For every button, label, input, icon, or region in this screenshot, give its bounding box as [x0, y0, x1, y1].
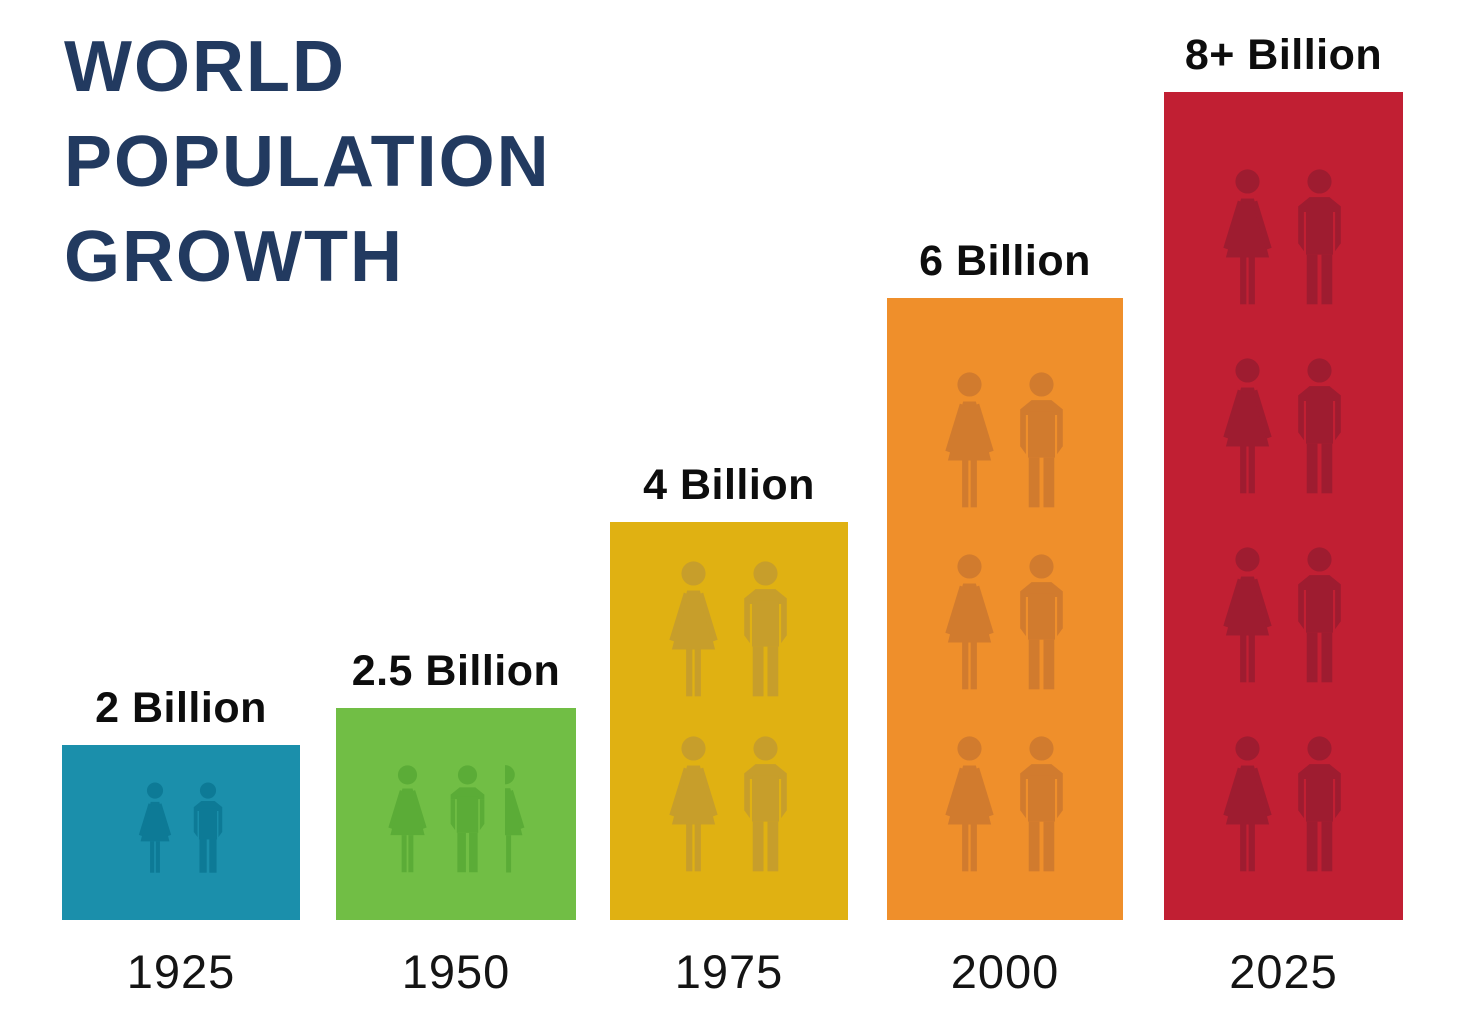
bar-value-label: 2.5 Billion — [351, 647, 561, 695]
man-icon — [1019, 554, 1063, 690]
title-line: WORLD — [64, 27, 346, 107]
woman-half-icon — [504, 765, 524, 873]
person-icon-row — [941, 371, 1070, 513]
bar-year-label: 1925 — [126, 945, 236, 998]
man-icon — [743, 561, 787, 697]
woman-icon — [944, 554, 994, 690]
woman-icon — [1223, 169, 1272, 305]
bar-rect-1950 — [336, 708, 576, 920]
man-icon — [1298, 358, 1341, 494]
woman-icon — [387, 765, 427, 873]
person-icon-row — [1219, 168, 1348, 310]
bar-rect-1975 — [610, 522, 848, 920]
person-icon-row — [385, 764, 528, 877]
woman-icon — [944, 736, 994, 872]
person-icon-row — [1219, 357, 1348, 499]
man-icon — [1298, 547, 1341, 683]
bar-group-1975: 4 Billion 1975 — [610, 461, 848, 998]
person-icon-row — [1219, 546, 1348, 688]
bar-value-label: 2 Billion — [95, 684, 267, 732]
bar-value-label: 8+ Billion — [1184, 31, 1383, 79]
woman-icon — [1223, 547, 1272, 683]
person-icon-row — [665, 735, 794, 877]
bar-year-label: 2025 — [1229, 945, 1338, 998]
woman-icon — [944, 372, 994, 508]
person-icon-row — [941, 553, 1070, 695]
man-icon — [450, 765, 484, 873]
page-title: WORLD POPULATION GROWTH — [64, 20, 551, 305]
man-icon — [743, 736, 787, 872]
man-icon — [1298, 736, 1341, 872]
woman-icon — [668, 561, 718, 697]
bar-year-label: 1950 — [401, 945, 511, 998]
man-icon — [1298, 169, 1341, 305]
man-icon — [1019, 736, 1063, 872]
bar-rect-2000 — [887, 298, 1123, 920]
woman-icon — [138, 782, 171, 873]
bar-rect-1925 — [62, 745, 300, 920]
bar-group-2025: 8+ Billion 2025 — [1164, 31, 1403, 998]
woman-icon — [1223, 736, 1272, 872]
man-icon — [1019, 372, 1063, 508]
man-icon — [193, 782, 222, 873]
bar-year-label: 2000 — [950, 945, 1060, 998]
person-icon-row — [941, 735, 1070, 877]
woman-icon — [668, 736, 718, 872]
bar-group-1950: 2.5 Billion 1950 — [336, 647, 576, 998]
bar-rect-2025 — [1164, 92, 1403, 920]
bar-group-1925: 2 Billion 1925 — [62, 684, 300, 998]
title-line: POPULATION — [64, 122, 551, 202]
person-icon-row — [136, 781, 227, 877]
bar-value-label: 6 Billion — [919, 237, 1091, 285]
bar-value-label: 4 Billion — [643, 461, 815, 509]
woman-icon — [1223, 358, 1272, 494]
person-icon-row — [665, 560, 794, 702]
person-icon-row — [1219, 735, 1348, 877]
bar-group-2000: 6 Billion 2000 — [887, 237, 1123, 998]
bar-year-label: 1975 — [674, 945, 784, 998]
title-line: GROWTH — [64, 217, 404, 297]
